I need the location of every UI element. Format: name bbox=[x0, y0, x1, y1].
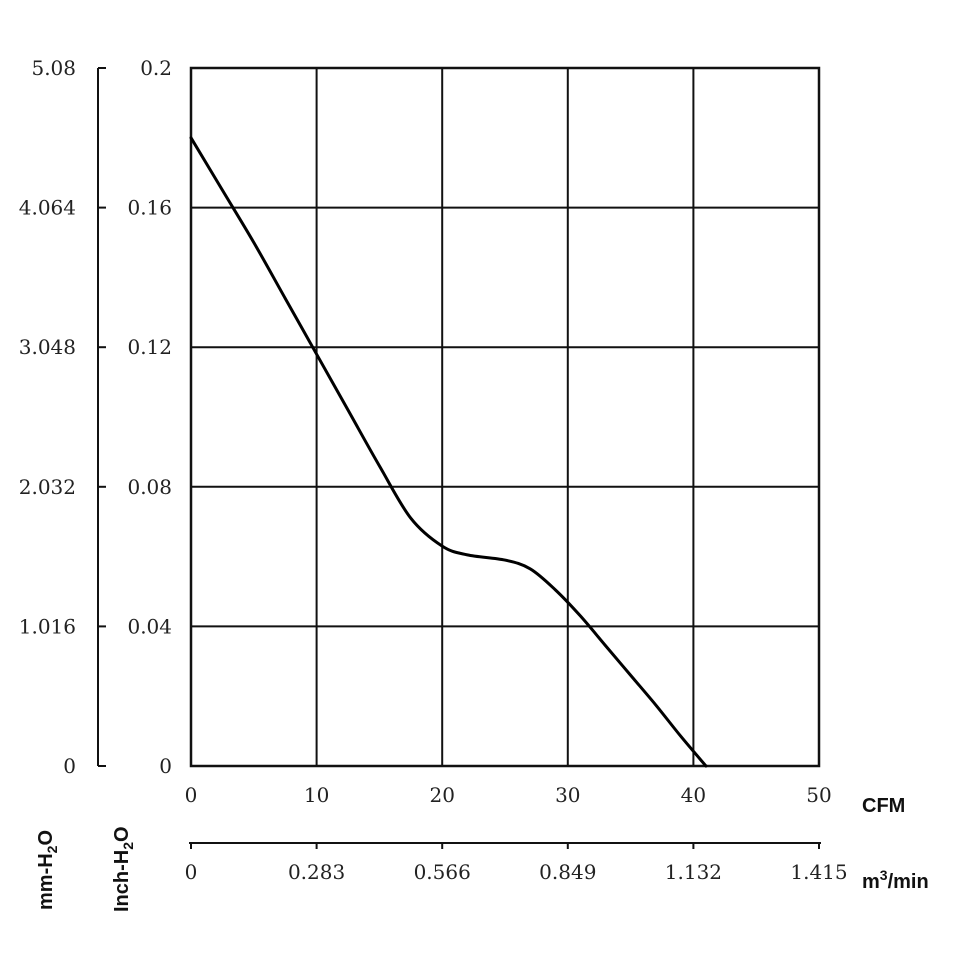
x-axis-primary: 0 10 20 30 40 50 bbox=[185, 783, 832, 807]
y-secondary-tick-label: 2.032 bbox=[19, 475, 76, 499]
plot-frame bbox=[189, 66, 821, 768]
x-primary-tick-label: 20 bbox=[429, 783, 454, 807]
y-secondary-unit-sub: 2 bbox=[44, 845, 60, 853]
y-secondary-tick-label: 4.064 bbox=[19, 196, 76, 220]
y-primary-unit-base: Inch-H bbox=[111, 850, 133, 912]
x-primary-tick-label: 40 bbox=[681, 783, 706, 807]
y-primary-tick-label: 0.08 bbox=[127, 475, 172, 499]
y-primary-tick-label: 0 bbox=[159, 754, 172, 778]
x-secondary-tick-label: 1.415 bbox=[790, 860, 847, 884]
x-axis-primary-unit: CFM bbox=[862, 795, 905, 817]
y-secondary-tick-label: 1.016 bbox=[19, 614, 76, 638]
y-axis-primary: 0 0.04 0.08 0.12 0.16 0.2 bbox=[127, 56, 172, 778]
grid bbox=[191, 68, 819, 766]
y-axis-primary-unit: Inch-H2O bbox=[111, 826, 136, 912]
x-secondary-unit-base: m bbox=[862, 871, 880, 893]
y-primary-tick-label: 0.16 bbox=[127, 196, 172, 220]
series-line bbox=[189, 136, 708, 768]
x-secondary-tick-label: 0.566 bbox=[414, 860, 471, 884]
x-primary-tick-label: 50 bbox=[806, 783, 831, 807]
x-primary-tick-label: 30 bbox=[555, 783, 580, 807]
y-primary-tick-label: 0.2 bbox=[140, 56, 172, 80]
x-secondary-tick-label: 0.849 bbox=[539, 860, 596, 884]
y-axis-secondary: 0 1.016 2.032 3.048 4.064 5.08 bbox=[19, 56, 106, 778]
y-primary-tick-label: 0.04 bbox=[127, 614, 172, 638]
x-secondary-tick-label: 0 bbox=[185, 860, 198, 884]
y-secondary-unit-base: mm-H bbox=[35, 853, 57, 910]
x-primary-tick-label: 10 bbox=[304, 783, 329, 807]
series bbox=[189, 136, 708, 768]
y-primary-unit-sub: 2 bbox=[120, 842, 136, 850]
plot-border bbox=[189, 66, 821, 768]
x-secondary-tick-label: 1.132 bbox=[665, 860, 722, 884]
x-secondary-unit-tail: /min bbox=[888, 871, 929, 893]
y-secondary-tick-label: 0 bbox=[63, 754, 76, 778]
y-secondary-tick-label: 3.048 bbox=[19, 335, 76, 359]
y-secondary-tick-label: 5.08 bbox=[31, 56, 76, 80]
x-axis-secondary-unit: m3/min bbox=[862, 867, 929, 893]
y-primary-unit-tail: O bbox=[111, 826, 133, 842]
y-secondary-unit-tail: O bbox=[35, 830, 57, 846]
x-primary-tick-label: 0 bbox=[185, 783, 198, 807]
x-axis-secondary: 0 0.283 0.566 0.849 1.132 1.415 bbox=[185, 842, 848, 884]
x-secondary-tick-label: 0.283 bbox=[288, 860, 345, 884]
x-secondary-unit-sup: 3 bbox=[880, 867, 888, 883]
y-primary-tick-label: 0.12 bbox=[127, 335, 172, 359]
y-axis-secondary-unit: mm-H2O bbox=[35, 830, 60, 910]
